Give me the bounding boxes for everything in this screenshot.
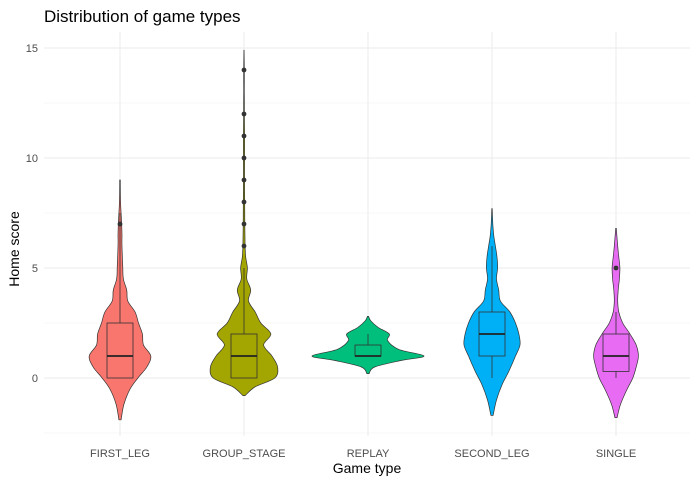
axes: 0 5 10 15 FIRST_LEG GROUP_STAGE REPLAY SECOND_L… — [26, 43, 636, 460]
violin-group-single — [593, 228, 639, 418]
x-tick-label: SINGLE — [596, 448, 636, 460]
x-tick-label: SECOND_LEG — [454, 448, 529, 460]
outlier-point — [241, 67, 247, 73]
violin-group-second-leg — [463, 208, 521, 416]
y-tick-label: 5 — [32, 263, 38, 275]
outlier-point — [241, 243, 247, 249]
box — [106, 322, 134, 379]
violin-group-first-leg — [88, 179, 152, 421]
outlier-point — [613, 265, 619, 271]
outlier-point — [241, 221, 247, 227]
violins — [88, 49, 639, 421]
outlier-point — [117, 221, 123, 227]
outlier-point — [241, 133, 247, 139]
violin-group-group-stage — [209, 49, 279, 396]
outlier-point — [241, 155, 247, 161]
box — [354, 344, 382, 357]
violin-group-replay — [311, 316, 425, 374]
outlier-point — [241, 177, 247, 183]
y-tick-label: 15 — [26, 43, 38, 55]
x-tick-label: REPLAY — [347, 448, 390, 460]
x-axis-title: Game type — [333, 460, 402, 476]
grid — [44, 32, 690, 436]
chart-title: Distribution of game types — [44, 7, 241, 26]
outlier-point — [241, 199, 247, 205]
box — [602, 333, 630, 372]
x-tick-label: GROUP_STAGE — [203, 448, 286, 460]
y-axis-title: Home score — [6, 211, 22, 287]
x-tick-label: FIRST_LEG — [90, 448, 150, 460]
y-tick-label: 0 — [32, 373, 38, 385]
y-tick-label: 10 — [26, 153, 38, 165]
outlier-point — [241, 111, 247, 117]
